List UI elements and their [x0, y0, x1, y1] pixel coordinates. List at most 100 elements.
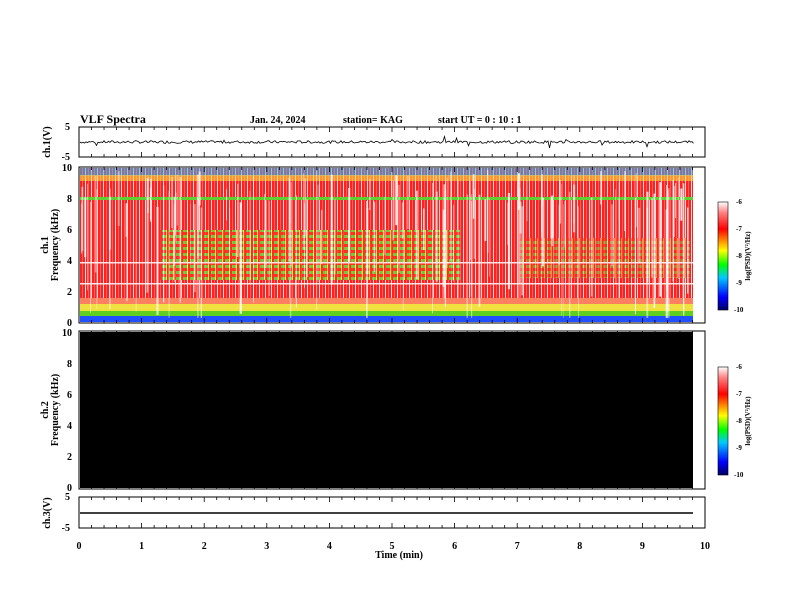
ch1-spec-ylabel-frequency: Frequency (kHz)	[50, 209, 61, 281]
spectrogram-streak	[253, 176, 254, 303]
spectrogram-streak	[673, 185, 675, 238]
cb1-tick-m10: -10	[734, 306, 744, 314]
spectrogram-streak	[304, 203, 305, 289]
ch2-ftick-0: 0	[67, 483, 72, 494]
spectrogram-streak	[590, 197, 593, 297]
spectrogram-streak	[675, 183, 676, 219]
x-tick-labels: 0 1 2 3 4 5 6 7 8 9 10	[77, 541, 711, 552]
spectrogram-streak	[478, 194, 481, 307]
spectrogram-streak	[366, 201, 368, 318]
spectrogram-streak	[443, 184, 446, 299]
spectrogram-streak	[666, 184, 668, 292]
spectrogram-streak	[615, 189, 616, 284]
spectrogram-streak	[87, 183, 88, 291]
spectrogram-streak	[618, 198, 620, 298]
spectrogram-streak	[401, 202, 404, 239]
spectrogram-streak	[668, 188, 670, 318]
xtick-label-9: 9	[640, 541, 645, 552]
ch2-ftick-6: 6	[67, 390, 72, 401]
spectrogram-streak	[450, 171, 452, 261]
spectrogram-streak	[265, 200, 267, 269]
spectrogram-streak	[407, 175, 409, 229]
spectrogram-streak	[519, 201, 522, 234]
spectrogram-streak	[487, 170, 489, 253]
spectrogram-streak	[558, 204, 560, 265]
spectrogram-streak	[435, 191, 438, 282]
spectrogram-streak	[541, 175, 543, 233]
spectrogram-streak	[289, 199, 292, 318]
spectrogram-streak	[163, 185, 165, 303]
cb2-tick-m9: -9	[736, 444, 742, 452]
spectrogram-streak	[573, 175, 575, 224]
spectrogram-streak	[200, 207, 202, 318]
ch2-ftick-4: 4	[67, 421, 72, 432]
spectrogram-streak	[432, 182, 433, 314]
spectrogram-streak	[108, 196, 112, 250]
spectrogram-streak	[518, 188, 521, 285]
spectrogram-streak	[317, 184, 319, 283]
ch1-spectrogram-panel: 0 2 4 6 8 10 ch.1 Frequency (kHz)	[40, 163, 706, 329]
spectrogram-streak	[423, 208, 425, 250]
spectrogram-streak	[472, 174, 475, 219]
ch3-waveform-ylabel: ch.3(V)	[42, 497, 53, 528]
spectrogram-streak	[507, 202, 509, 245]
spectrogram-streak	[683, 183, 685, 316]
spectrogram-streak	[444, 189, 447, 308]
cb2-tick-m10: -10	[734, 471, 744, 479]
spectrogram-streak	[569, 191, 571, 318]
xtick-label-4: 4	[327, 541, 332, 552]
spectrogram-streak	[168, 190, 170, 318]
cb2-tick-m6: -6	[736, 363, 742, 371]
ch1-ftick-6: 6	[67, 225, 72, 236]
spectrogram-streak	[518, 205, 520, 298]
spectrogram-streak	[268, 200, 270, 296]
spectrogram-streak	[226, 189, 227, 221]
ch1-waveform-ylabel: ch.1(V)	[42, 126, 53, 157]
xtick-label-5: 5	[390, 541, 395, 552]
cb1-tick-m9: -9	[736, 279, 742, 287]
ch1-ftick-10: 10	[62, 163, 72, 174]
spectrogram-streak	[484, 199, 487, 242]
xtick-label-1: 1	[139, 541, 144, 552]
spectrogram-streak	[198, 171, 201, 206]
spectrogram-streak	[653, 193, 656, 308]
spectrogram-streak	[470, 194, 472, 297]
spectrogram-streak	[638, 207, 641, 264]
spectrogram-streak	[373, 201, 376, 272]
xtick-label-3: 3	[264, 541, 269, 552]
spectrogram-streak	[457, 179, 459, 299]
spectrogram-streak	[239, 202, 242, 314]
cb1-tick-m8: -8	[736, 252, 742, 260]
spectrogram-streak	[303, 173, 304, 250]
ch1-ytick-top: 5	[65, 122, 70, 133]
spectrogram-streak	[306, 199, 308, 277]
spectrogram-streak	[190, 203, 191, 265]
spectrogram-streak	[624, 171, 626, 232]
spectrogram-streak	[680, 188, 683, 221]
ch1-ftick-0: 0	[67, 318, 72, 329]
spectrogram-streak	[398, 184, 400, 274]
ch3-waveform-panel: 5 -5 ch.3(V)	[42, 492, 706, 534]
spectrogram-streak	[288, 178, 291, 261]
xtick-label-0: 0	[77, 541, 82, 552]
spectrogram-streak	[197, 174, 199, 259]
spectrogram-streak	[156, 206, 159, 316]
spectrogram-streak	[249, 190, 251, 285]
spectrogram-streak	[146, 178, 149, 293]
cb1-label: log(PSD)(V²/Hz)	[744, 231, 752, 281]
spectrogram-streak	[564, 201, 566, 248]
spectrogram-streak	[561, 183, 562, 316]
ch1-waveform-line	[79, 135, 694, 149]
cb2-tick-m7: -7	[736, 390, 742, 398]
spectrogram-streak	[290, 182, 292, 266]
spectrogram-streak	[646, 207, 649, 318]
spectrogram-streak	[264, 193, 266, 279]
spectrogram-streak	[507, 193, 510, 290]
ch1-ftick-4: 4	[67, 256, 72, 267]
xtick-label-7: 7	[515, 541, 520, 552]
spectrogram-streak	[687, 207, 689, 294]
spectrogram-streak	[109, 188, 111, 310]
spectrogram-streak	[672, 180, 674, 282]
xtick-label-6: 6	[452, 541, 457, 552]
